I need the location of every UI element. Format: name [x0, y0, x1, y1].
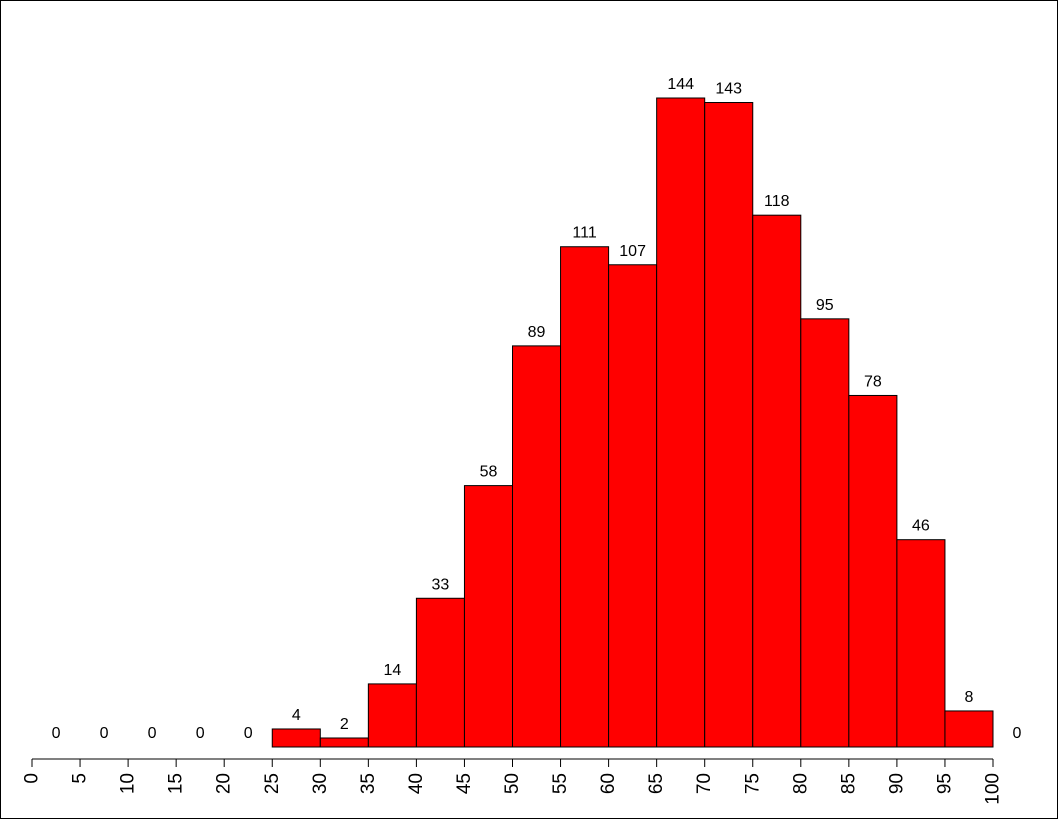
- x-tick-label: 30: [310, 773, 331, 794]
- bar-value-label: 0: [148, 725, 157, 742]
- bar-75: [752, 214, 802, 748]
- x-tick-label: 70: [694, 773, 715, 794]
- x-tick-label: 10: [118, 773, 139, 794]
- bar-45: [463, 485, 514, 748]
- bar-value-label: 2: [340, 716, 349, 733]
- x-tick-label: 0: [22, 773, 43, 784]
- bar-70: [704, 102, 754, 748]
- x-tick-label: 25: [262, 773, 283, 794]
- bar-value-label: 78: [864, 373, 882, 390]
- x-tick-label: 50: [502, 773, 523, 794]
- bar-85: [848, 394, 898, 748]
- x-tick-labels-layer: 0 5 10 15 20 25 30 35 40 45 50 55 60 65 70 75 80 85 90 95 10…: [22, 773, 1004, 805]
- x-tick-label: 90: [886, 773, 907, 794]
- bar-value-label: 8: [965, 689, 974, 706]
- x-tick-label: 20: [214, 773, 235, 794]
- x-tick-label: 45: [454, 773, 475, 794]
- bar-value-label: 144: [667, 76, 694, 93]
- bar-value-label: 111: [572, 225, 596, 242]
- x-tick-label: 75: [742, 773, 763, 794]
- bar-25: [271, 728, 321, 748]
- x-tick-label: 80: [790, 773, 811, 794]
- bar-value-label: 4: [292, 707, 301, 724]
- x-tick-label: 85: [838, 773, 859, 794]
- bar-35: [367, 683, 417, 748]
- bar-labels-layer: 0 0 0 0 0 4 2 14 33 58 89 111 107 144 143 118 95 78 46 8 0: [52, 76, 1022, 742]
- bar-55: [560, 246, 610, 748]
- bar-90: [896, 539, 946, 748]
- bar-value-label: 118: [764, 193, 790, 210]
- x-tick-label: 100: [983, 773, 1004, 805]
- bar-value-label: 95: [816, 297, 834, 314]
- bar-value-label: 0: [1013, 725, 1022, 742]
- x-tick-label: 95: [934, 773, 955, 794]
- bar-value-label: 0: [196, 725, 205, 742]
- x-tick-label: 15: [166, 773, 187, 794]
- bar-95: [944, 710, 994, 748]
- bar-value-label: 143: [715, 81, 742, 98]
- bar-50: [512, 345, 562, 748]
- x-tick-label: 60: [598, 773, 619, 794]
- bar-value-label: 14: [383, 662, 401, 679]
- bars-layer: [271, 97, 994, 748]
- bar-value-label: 58: [480, 464, 498, 481]
- x-tick-label: 55: [550, 773, 571, 794]
- bar-30: [319, 737, 369, 748]
- bar-value-label: 0: [244, 725, 253, 742]
- x-tick-label: 65: [646, 773, 667, 794]
- bar-65: [656, 97, 706, 748]
- bar-value-label: 107: [619, 243, 646, 260]
- x-tick-label: 5: [70, 773, 91, 784]
- bar-value-label: 33: [432, 576, 450, 593]
- bar-value-label: 89: [528, 324, 546, 341]
- x-ticks-layer: [31, 759, 994, 767]
- bar-80: [800, 318, 850, 748]
- bar-value-label: 0: [52, 725, 61, 742]
- bar-60: [608, 264, 658, 748]
- bar-40: [415, 597, 465, 748]
- x-tick-label: 35: [358, 773, 379, 794]
- bar-value-label: 46: [912, 518, 930, 535]
- bar-value-label: 0: [100, 725, 109, 742]
- x-tick-label: 40: [406, 773, 427, 794]
